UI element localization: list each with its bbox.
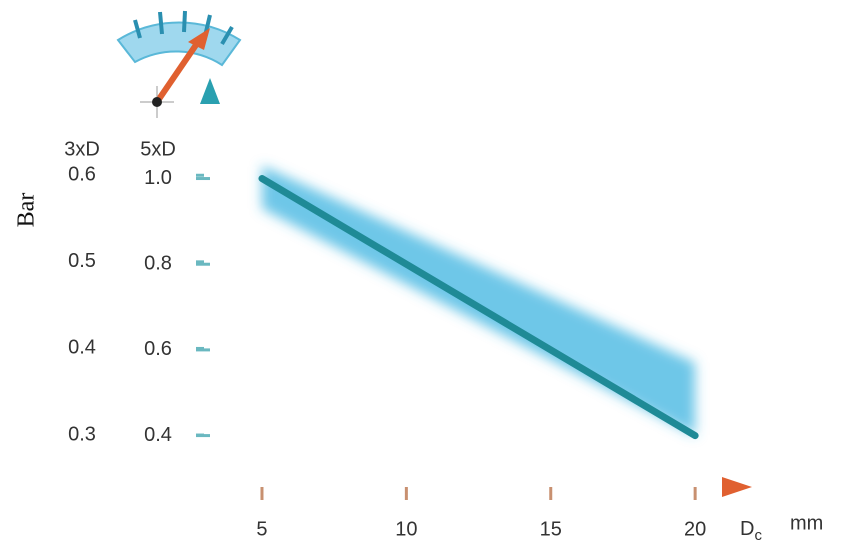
x-tick-label: 10 <box>395 518 417 540</box>
x-axis-unit: mm <box>790 512 823 534</box>
x-label-main: D <box>740 518 754 540</box>
y2-tick-label: 0.5 <box>68 250 96 272</box>
y-tick-label: 0.6 <box>144 338 172 360</box>
y-tick-label: 0.4 <box>144 424 172 446</box>
y2-tick-label: 0.4 <box>68 337 96 359</box>
y-tick-label: 1.0 <box>144 167 172 189</box>
y2-tick-label: 0.6 <box>68 164 96 186</box>
x-axis-label: Dc <box>740 518 762 544</box>
chart: Bar 3xD 5xD Dc mm 1.0 0.8 0.6 0.4 0.6 0.5 0.4 0… <box>0 0 846 554</box>
y-header: 5xD <box>140 138 176 160</box>
y2-header: 3xD <box>64 138 100 160</box>
y-axis-arrow <box>200 78 220 104</box>
gauge-icon <box>118 11 240 118</box>
y2-tick-label: 0.3 <box>68 423 96 445</box>
x-label-sub: c <box>754 527 762 544</box>
x-tick-label: 5 <box>256 518 267 540</box>
x-tick-label: 15 <box>540 518 562 540</box>
x-axis-arrow <box>722 477 752 497</box>
line <box>262 179 695 436</box>
y-tick-label: 0.8 <box>144 253 172 275</box>
y-axis-label: Bar <box>14 193 40 228</box>
x-tick-label: 20 <box>684 518 706 540</box>
